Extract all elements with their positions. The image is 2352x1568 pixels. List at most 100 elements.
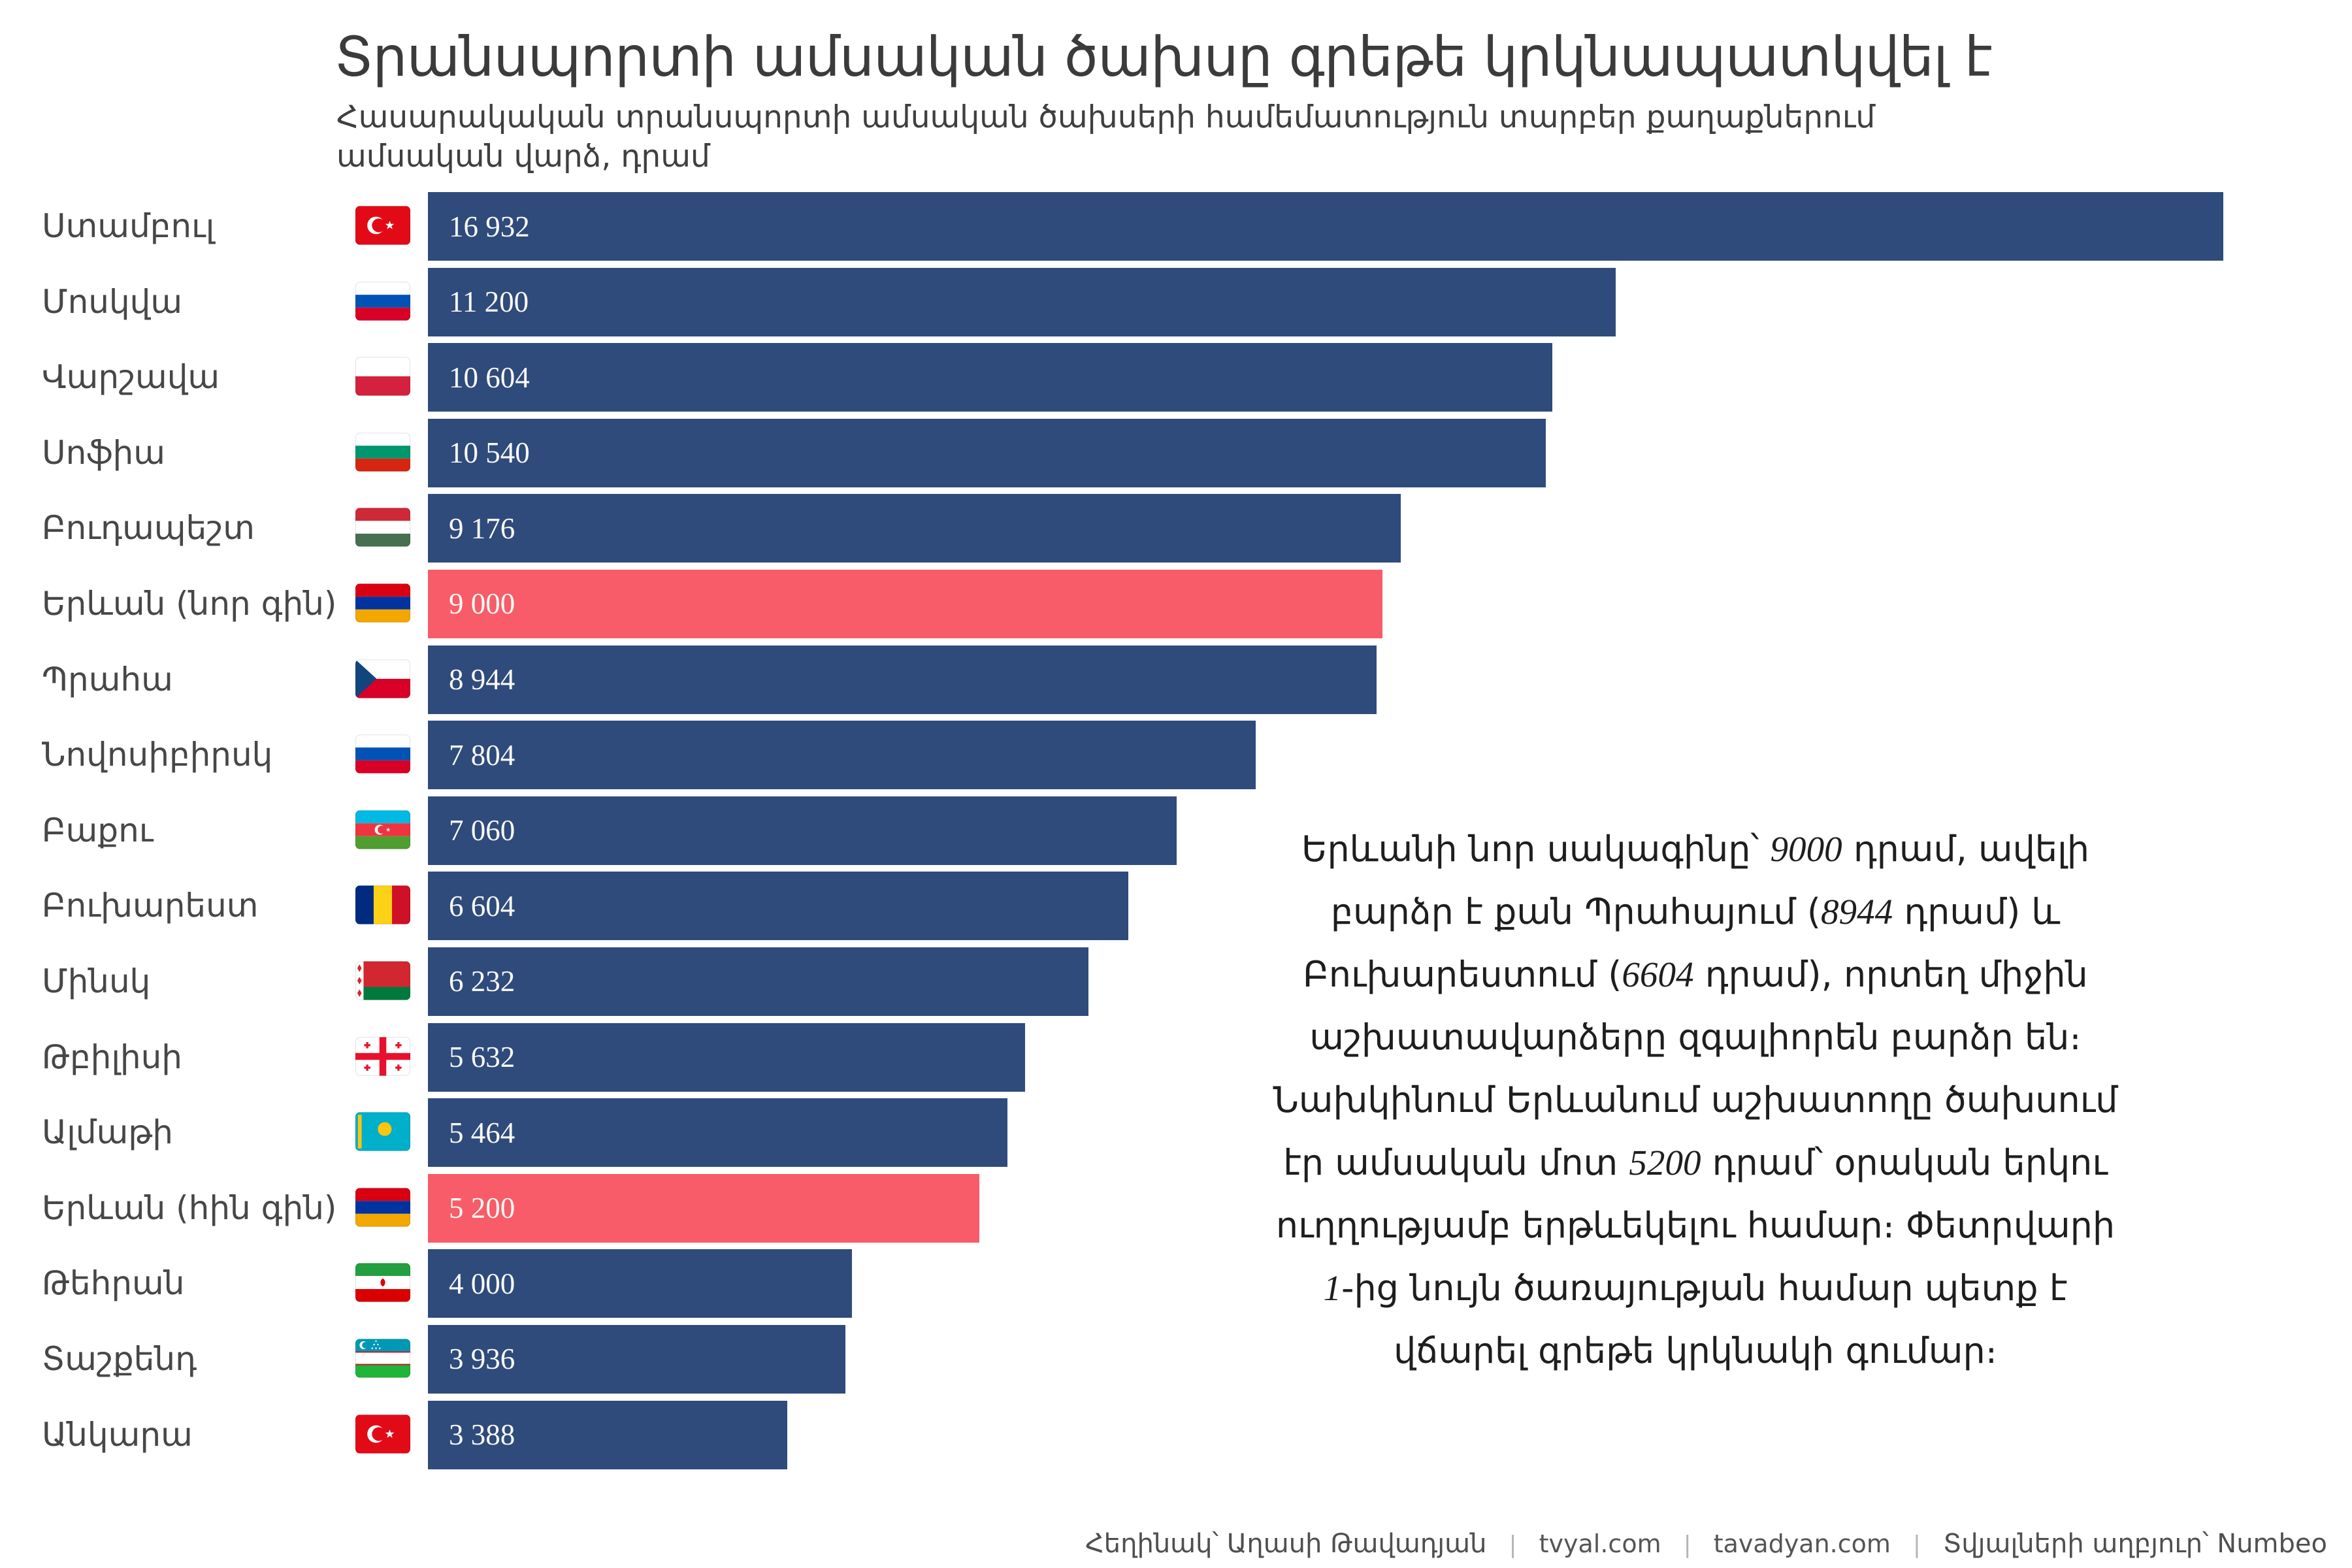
chart-row: Թբիլիսի 5 632 bbox=[0, 1022, 2352, 1092]
bar-value-label: 7 804 bbox=[449, 738, 515, 772]
annotation-line: Նախկինում Երևանում աշխատողը ծախսում bbox=[1273, 1079, 2118, 1120]
annotation-number: 9000 bbox=[1770, 829, 1842, 869]
bar-value-label: 5 200 bbox=[449, 1192, 515, 1225]
chart-row: Վարշավա 10 604 bbox=[0, 343, 2352, 412]
flag-uzbekistan-icon bbox=[355, 1339, 410, 1378]
annotation-line: ուղղությամբ երթևեկելու համար։ Փետրվարի bbox=[1275, 1205, 2115, 1246]
city-label: Թբիլիսի bbox=[42, 1037, 182, 1076]
value-bar: 10 604 bbox=[428, 343, 1552, 412]
bar-value-label: 10 604 bbox=[449, 361, 530, 394]
city-label: Պրահա bbox=[42, 660, 173, 698]
bar-value-label: 3 936 bbox=[449, 1343, 515, 1376]
city-label: Մինսկ bbox=[42, 962, 151, 1000]
footer-author: Հեղինակ՝ Աղասի Թավադյան bbox=[1085, 1529, 1487, 1559]
chart-row: Սոֆիա 10 540 bbox=[0, 418, 2352, 487]
value-bar: 5 632 bbox=[428, 1022, 1025, 1092]
value-bar: 9 000 bbox=[428, 569, 1382, 638]
city-label: Անկարա bbox=[42, 1415, 193, 1454]
bar-value-label: 7 060 bbox=[449, 814, 515, 847]
bar-value-label: 5 632 bbox=[449, 1041, 515, 1074]
city-label: Ստամբուլ bbox=[42, 207, 215, 245]
value-bar: 10 540 bbox=[428, 418, 1546, 487]
flag-bulgaria-icon bbox=[355, 433, 410, 472]
annotation-number: 5200 bbox=[1629, 1143, 1701, 1183]
bar-value-label: 16 932 bbox=[449, 210, 530, 243]
footer-separator: | bbox=[1509, 1531, 1517, 1558]
value-bar: 3 936 bbox=[428, 1324, 845, 1394]
flag-russia-icon bbox=[355, 734, 410, 774]
annotation-number: 1 bbox=[1323, 1268, 1342, 1308]
flag-kazakhstan-icon bbox=[355, 1112, 410, 1151]
annotation-text: Երևանի նոր սակագինը՝ 9000 դրամ, ավելի բար… bbox=[1222, 818, 2169, 1382]
chart-row: Մինսկ 6 232 bbox=[0, 947, 2352, 1016]
chart-row: Երևան (հին գին) 5 200 bbox=[0, 1173, 2352, 1243]
chart-subtitle-line1: Հասարակական տրանսպորտի ամսական ծախսերի հ… bbox=[336, 99, 1876, 135]
value-bar: 6 232 bbox=[428, 947, 1088, 1016]
flag-armenia-icon bbox=[355, 583, 410, 623]
chart-row: Երևան (նոր գին) 9 000 bbox=[0, 569, 2352, 638]
flag-iran-icon bbox=[355, 1263, 410, 1302]
city-label: Երևան (նոր գին) bbox=[42, 584, 337, 623]
annotation-line: Երևանի նոր սակագինը՝ 9000 դրամ, ավելի bbox=[1301, 828, 2089, 870]
city-label: Նովոսիբիրսկ bbox=[42, 736, 273, 774]
chart-row: Թեհրան 4 000 bbox=[0, 1249, 2352, 1318]
flag-armenia-icon bbox=[355, 1188, 410, 1227]
value-bar: 5 200 bbox=[428, 1173, 979, 1243]
city-label: Բաքու bbox=[42, 811, 154, 849]
value-bar: 11 200 bbox=[428, 267, 1616, 336]
annotation-line: աշխատավարձերը զգալիորեն բարձր են։ bbox=[1309, 1017, 2082, 1058]
flag-turkey-icon bbox=[355, 1414, 410, 1454]
bar-value-label: 9 176 bbox=[449, 512, 515, 545]
footer-link-tvyal: tvyal.com bbox=[1539, 1529, 1661, 1558]
flag-azerbaijan-icon bbox=[355, 810, 410, 849]
value-bar: 7 060 bbox=[428, 796, 1177, 865]
annotation-line: վճարել գրեթե կրկնակի գումար։ bbox=[1394, 1330, 1997, 1371]
flag-russia-icon bbox=[355, 282, 410, 321]
bar-value-label: 3 388 bbox=[449, 1418, 515, 1451]
bar-value-label: 8 944 bbox=[449, 663, 515, 696]
value-bar: 4 000 bbox=[428, 1249, 852, 1318]
bar-value-label: 5 464 bbox=[449, 1116, 515, 1149]
flag-georgia-icon bbox=[355, 1036, 410, 1076]
value-bar: 7 804 bbox=[428, 721, 1256, 790]
city-label: Մոսկվա bbox=[42, 282, 183, 321]
bar-value-label: 4 000 bbox=[449, 1267, 515, 1300]
value-bar: 6 604 bbox=[428, 872, 1128, 941]
bar-chart: Ստամբուլ 16 932 Մոսկվա 11 200 Վարշավա 10 604 Ս… bbox=[0, 192, 2352, 1469]
flag-belarus-icon bbox=[355, 961, 410, 1000]
chart-row: Ալմաթի 5 464 bbox=[0, 1098, 2352, 1168]
footer-separator: | bbox=[1912, 1531, 1921, 1558]
flag-poland-icon bbox=[355, 357, 410, 396]
city-label: Տաշքենդ bbox=[42, 1339, 197, 1378]
chart-row: Բուդապեշտ 9 176 bbox=[0, 494, 2352, 563]
city-label: Սոֆիա bbox=[42, 433, 165, 472]
chart-subtitle-line2: ամսական վարձ, դրամ bbox=[336, 139, 710, 174]
page-title: Տրանսպորտի ամսական ծախսը գրեթե կրկնապատկ… bbox=[335, 25, 1993, 89]
bar-value-label: 6 232 bbox=[449, 965, 515, 998]
chart-row: Պրահա 8 944 bbox=[0, 645, 2352, 714]
chart-row: Ստամբուլ 16 932 bbox=[0, 192, 2352, 261]
city-label: Վարշավա bbox=[42, 358, 220, 397]
flag-czechia-icon bbox=[355, 659, 410, 698]
value-bar: 16 932 bbox=[428, 192, 2223, 261]
city-label: Թեհրան bbox=[42, 1264, 185, 1303]
annotation-number: 8944 bbox=[1821, 892, 1893, 932]
value-bar: 3 388 bbox=[428, 1400, 787, 1469]
value-bar: 8 944 bbox=[428, 645, 1377, 714]
city-label: Երևան (հին գին) bbox=[42, 1188, 337, 1227]
chart-row: Մոսկվա 11 200 bbox=[0, 267, 2352, 336]
annotation-line: Բուխարեստում (6604 դրամ), որտեղ միջին bbox=[1303, 954, 2088, 995]
city-label: Ալմաթի bbox=[42, 1113, 173, 1152]
chart-row: Բուխարեստ 6 604 bbox=[0, 872, 2352, 941]
flag-hungary-icon bbox=[355, 508, 410, 547]
value-bar: 5 464 bbox=[428, 1098, 1007, 1168]
city-label: Բուդապեշտ bbox=[42, 509, 255, 547]
bar-value-label: 10 540 bbox=[449, 436, 530, 470]
footer-source: Տվյալների աղբյուր՝ Numbeo bbox=[1943, 1529, 2327, 1559]
footer-separator: | bbox=[1683, 1531, 1691, 1558]
annotation-line: բարձր է քան Պրահայում (8944 դրամ) և bbox=[1330, 891, 2061, 932]
bar-value-label: 9 000 bbox=[449, 587, 515, 621]
annotation-line: էր ամսական մոտ 5200 դրամ՝ օրական երկու bbox=[1283, 1142, 2108, 1183]
annotation-number: 6604 bbox=[1622, 955, 1694, 994]
